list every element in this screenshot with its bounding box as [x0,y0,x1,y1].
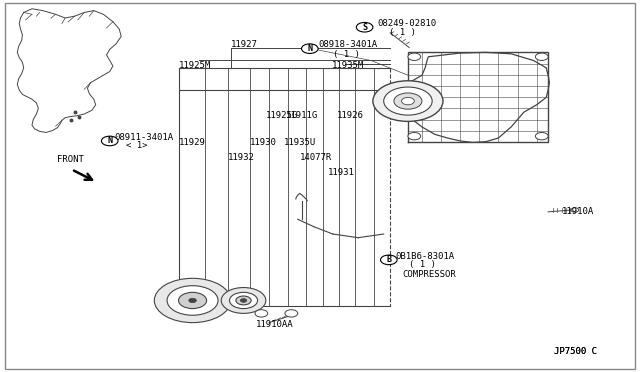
Circle shape [154,278,231,323]
Text: 14077R: 14077R [300,153,332,162]
Text: JP7500 C: JP7500 C [554,347,598,356]
Circle shape [381,255,397,264]
Circle shape [408,132,420,140]
Circle shape [301,44,318,54]
Text: 11925M: 11925M [179,61,211,70]
Text: 11926: 11926 [337,110,364,119]
Text: 11931: 11931 [328,168,355,177]
Text: 11932: 11932 [228,153,255,162]
Text: 08911-3401A: 08911-3401A [115,133,174,142]
Circle shape [241,299,246,302]
Text: 11911G: 11911G [286,110,319,119]
Text: 0B1B6-8301A: 0B1B6-8301A [395,251,454,260]
Circle shape [255,310,268,317]
Circle shape [167,286,218,315]
Circle shape [401,97,414,105]
Text: ( 1 ): ( 1 ) [409,260,436,269]
Circle shape [230,292,257,309]
Text: 08249-02810: 08249-02810 [378,19,436,28]
Circle shape [571,208,579,212]
Circle shape [356,22,373,32]
Text: N: N [108,137,112,145]
Text: 11910A: 11910A [562,207,595,217]
Circle shape [394,93,422,109]
Text: 11935U: 11935U [284,138,317,147]
Text: COMPRESSOR: COMPRESSOR [403,270,456,279]
Text: ( 1 ): ( 1 ) [333,49,360,59]
Text: 11929: 11929 [179,138,205,147]
Circle shape [373,81,443,121]
Text: B: B [387,255,391,264]
Text: JP7500 C: JP7500 C [554,347,598,356]
Text: 11910AA: 11910AA [256,320,294,329]
Circle shape [189,298,196,303]
Text: FRONT: FRONT [58,155,84,164]
Text: 11925G: 11925G [266,110,298,119]
Circle shape [408,53,420,61]
Text: 11935M: 11935M [332,61,364,70]
Circle shape [384,87,432,115]
Circle shape [536,53,548,61]
Circle shape [179,292,207,309]
Text: 08918-3401A: 08918-3401A [319,41,378,49]
Text: ( 1 ): ( 1 ) [389,28,416,37]
Circle shape [536,132,548,140]
Text: 11927: 11927 [231,41,258,49]
Circle shape [285,310,298,317]
Text: N: N [307,44,312,53]
Circle shape [101,136,118,146]
Circle shape [236,296,251,305]
Circle shape [221,288,266,313]
Text: 11930: 11930 [250,138,276,147]
Text: < 1>: < 1> [125,141,147,150]
Text: S: S [362,23,367,32]
